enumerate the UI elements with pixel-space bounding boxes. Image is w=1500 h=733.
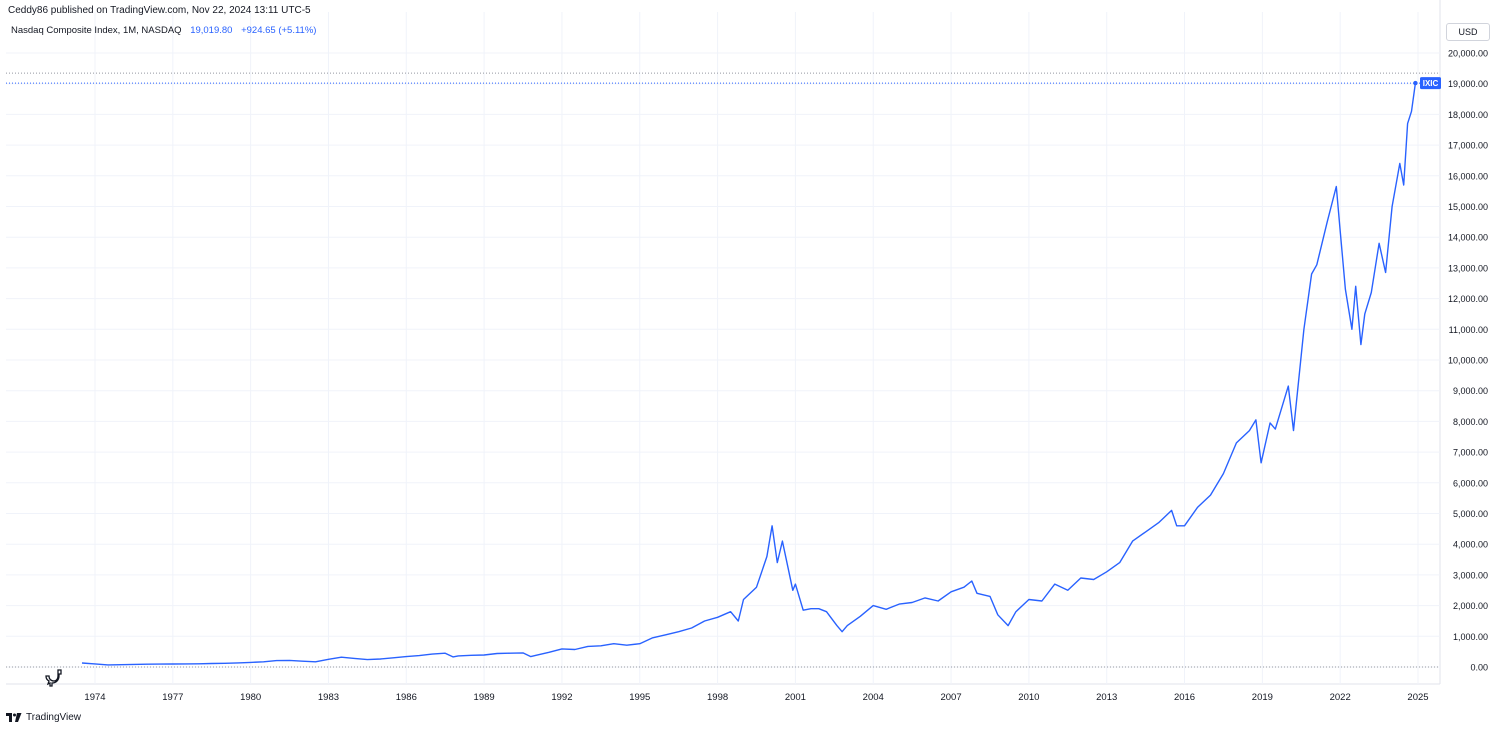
y-tick-label: 1,000.00 <box>1453 632 1488 642</box>
y-tick-label: 12,000.00 <box>1448 294 1488 304</box>
y-tick-label: 3,000.00 <box>1453 570 1488 580</box>
published-caption: Ceddy86 published on TradingView.com, No… <box>8 5 311 16</box>
y-tick-label: 8,000.00 <box>1453 417 1488 427</box>
x-tick-label: 2001 <box>785 692 806 703</box>
y-tick-label: 14,000.00 <box>1448 233 1488 243</box>
x-tick-label: 1980 <box>240 692 261 703</box>
symbol-title: Nasdaq Composite Index, 1M, NASDAQ <box>11 25 182 36</box>
y-tick-label: 16,000.00 <box>1448 171 1488 181</box>
y-tick-label: 18,000.00 <box>1448 110 1488 120</box>
x-tick-label: 2010 <box>1018 692 1039 703</box>
y-tick-label: 10,000.00 <box>1448 356 1488 366</box>
x-tick-label: 1986 <box>396 692 417 703</box>
x-tick-label: 2022 <box>1330 692 1351 703</box>
x-tick-label: 2013 <box>1096 692 1117 703</box>
x-tick-label: 2004 <box>863 692 884 703</box>
footer-brand[interactable]: TradingView <box>6 712 81 723</box>
tradingview-logo-icon <box>6 712 22 722</box>
x-tick-label: 2019 <box>1252 692 1273 703</box>
x-tick-label: 1998 <box>707 692 728 703</box>
y-tick-label: 4,000.00 <box>1453 540 1488 550</box>
symbol-legend: Nasdaq Composite Index, 1M, NASDAQ 19,01… <box>11 25 316 36</box>
x-tick-label: 1977 <box>162 692 183 703</box>
x-tick-label: 1983 <box>318 692 339 703</box>
x-tick-label: 2007 <box>940 692 961 703</box>
y-tick-label: 2,000.00 <box>1453 601 1488 611</box>
x-tick-label: 1995 <box>629 692 650 703</box>
x-tick-label: 1989 <box>474 692 495 703</box>
y-tick-label: 5,000.00 <box>1453 509 1488 519</box>
x-tick-label: 1974 <box>84 692 105 703</box>
last-value: 19,019.80 <box>190 25 233 36</box>
x-tick-label: 2025 <box>1407 692 1428 703</box>
y-tick-label: 13,000.00 <box>1448 263 1488 273</box>
price-tag <box>1420 77 1441 90</box>
y-tick-label: 0.00 <box>1470 663 1488 673</box>
currency-button[interactable]: USD <box>1446 23 1490 41</box>
y-tick-label: 9,000.00 <box>1453 386 1488 396</box>
y-tick-label: 6,000.00 <box>1453 478 1488 488</box>
y-tick-label: 15,000.00 <box>1448 202 1488 212</box>
footer-brand-label: TradingView <box>26 712 82 723</box>
x-tick-label: 1992 <box>551 692 572 703</box>
y-tick-label: 11,000.00 <box>1449 325 1488 335</box>
price-tag-label: IXIC <box>1423 79 1439 88</box>
change-value: +924.65 (+5.11%) <box>241 25 317 36</box>
x-tick-label: 2016 <box>1174 692 1195 703</box>
y-tick-label: 19,000.00 <box>1448 79 1488 89</box>
last-point-marker <box>1413 80 1418 86</box>
dino-icon <box>44 668 64 693</box>
y-tick-label: 17,000.00 <box>1448 141 1488 151</box>
y-tick-label: 7,000.00 <box>1453 448 1488 458</box>
y-tick-label: 20,000.00 <box>1448 49 1488 59</box>
price-series-line <box>81 83 1417 666</box>
